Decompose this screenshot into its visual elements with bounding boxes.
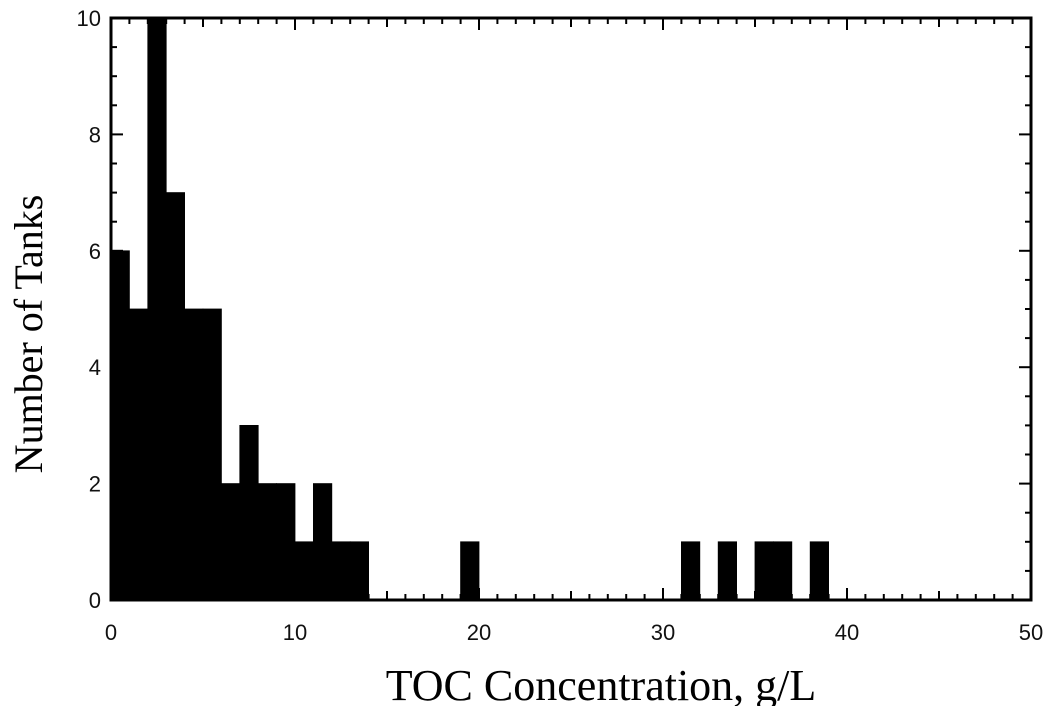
x-tick-label: 10 bbox=[283, 620, 307, 645]
histogram-bar bbox=[754, 541, 774, 601]
x-axis-title: TOC Concentration, g/L bbox=[386, 661, 817, 706]
histogram-bar bbox=[202, 308, 222, 601]
x-tick-label: 50 bbox=[1019, 620, 1043, 645]
histogram-bar bbox=[165, 192, 185, 601]
y-tick-label: 8 bbox=[89, 122, 101, 147]
x-tick-label: 20 bbox=[467, 620, 491, 645]
histogram-bar bbox=[294, 541, 314, 601]
y-tick-label: 2 bbox=[89, 472, 101, 497]
histogram-bar bbox=[312, 483, 333, 601]
x-tick-labels: 0 10 20 30 40 50 bbox=[105, 620, 1043, 645]
bars-group bbox=[110, 17, 830, 601]
ticks-group bbox=[110, 17, 1032, 601]
histogram-bar bbox=[276, 483, 296, 601]
x-tick-label: 40 bbox=[835, 620, 859, 645]
histogram-bar bbox=[257, 483, 278, 601]
x-tick-label: 0 bbox=[105, 620, 117, 645]
y-axis-title: Number of Tanks bbox=[6, 195, 51, 474]
y-tick-label: 10 bbox=[77, 6, 101, 31]
histogram-bar bbox=[773, 541, 793, 601]
y-tick-label: 6 bbox=[89, 239, 101, 264]
histogram-bar bbox=[349, 541, 370, 601]
y-tick-label: 4 bbox=[89, 355, 101, 380]
histogram-bar bbox=[220, 483, 241, 601]
histogram-bar bbox=[147, 17, 167, 601]
histogram-bar bbox=[128, 308, 149, 601]
x-tick-label: 30 bbox=[651, 620, 675, 645]
histogram-bar bbox=[681, 541, 701, 601]
histogram-bar bbox=[460, 541, 480, 601]
y-tick-labels: 0 2 4 6 8 10 bbox=[77, 6, 101, 613]
histogram-bar bbox=[331, 541, 351, 601]
histogram-bar bbox=[239, 424, 259, 601]
histogram-bar bbox=[717, 541, 738, 601]
histogram-bar bbox=[809, 541, 830, 601]
y-tick-label: 0 bbox=[89, 588, 101, 613]
histogram-bar bbox=[184, 308, 204, 601]
